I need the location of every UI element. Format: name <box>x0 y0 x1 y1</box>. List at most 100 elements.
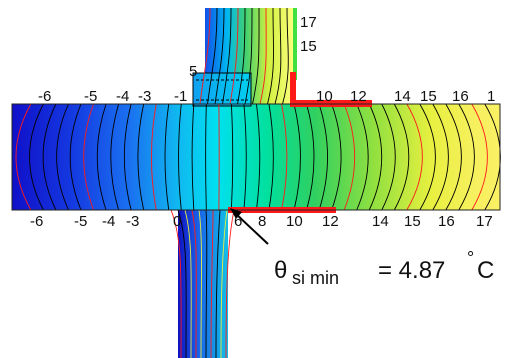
isotherm-line <box>268 103 274 211</box>
slab <box>12 104 500 210</box>
upper-wall-isotherms <box>199 7 289 105</box>
isotherm-line <box>214 7 225 105</box>
isotherm-line <box>151 103 157 211</box>
bottom-label: 6 <box>234 213 242 230</box>
isotherm-line <box>237 7 246 105</box>
isotherm-line <box>191 103 195 211</box>
isotherm-line <box>177 209 187 358</box>
top-temperature-labels: -6 -5 -4 -3 -1 10 12 14 15 16 1 <box>38 88 495 105</box>
isotherm-line <box>69 103 82 211</box>
bottom-temperature-labels: -6 -5 -4 -3 0 6 8 10 12 14 15 16 17 <box>30 213 493 230</box>
isotherm-line <box>458 103 475 211</box>
isotherm-line <box>306 103 315 211</box>
isotherm-line <box>368 103 383 211</box>
top-label: 1 <box>487 88 495 105</box>
pointer-arrowhead <box>230 208 242 219</box>
isotherm-line <box>83 103 94 211</box>
isotherm-line <box>432 103 449 211</box>
min-surface-temperature-formula: θ si min = 4.87 ° C <box>274 248 494 288</box>
formula-value: = 4.87 <box>378 257 445 284</box>
isotherm-line <box>406 103 423 211</box>
upper-wall-label-15: 15 <box>300 38 317 55</box>
isotherm-line <box>191 209 197 358</box>
bottom-label: 16 <box>438 213 455 230</box>
isotherm-line <box>215 209 221 358</box>
top-label: -1 <box>174 88 187 105</box>
bottom-label: -3 <box>126 213 139 230</box>
lower-wall-isotherms <box>170 209 235 358</box>
top-label: 10 <box>316 88 333 105</box>
top-label: -4 <box>116 88 129 105</box>
isotherm-line <box>419 103 436 211</box>
slab-warm-end <box>470 104 500 210</box>
isotherm-line <box>15 103 32 211</box>
isotherm-line <box>220 209 228 358</box>
isotherm-line <box>281 103 288 211</box>
isotherm-line <box>331 103 342 211</box>
isotherm-line <box>471 103 488 211</box>
isotherm-line <box>164 103 170 211</box>
bottom-label: -6 <box>30 213 43 230</box>
top-label: 12 <box>350 88 367 105</box>
isotherm-line <box>178 103 182 211</box>
isotherm-line <box>205 103 207 211</box>
bottom-label: 15 <box>404 213 421 230</box>
bottom-label: 12 <box>322 213 339 230</box>
formula-degree: ° <box>467 248 474 268</box>
top-label: 14 <box>394 88 411 105</box>
lower-wall <box>178 210 228 358</box>
isotherm-line <box>184 209 192 358</box>
isotherm-line <box>199 7 211 105</box>
slab-isotherms <box>15 103 501 211</box>
isotherm-line <box>110 103 120 211</box>
isotherm-line <box>198 209 202 358</box>
formula-subscript: si min <box>292 268 339 288</box>
isotherm-line <box>210 209 214 358</box>
isotherm-line <box>96 103 107 211</box>
bottom-label: -4 <box>102 213 115 230</box>
top-label: 16 <box>452 88 469 105</box>
isotherm-line <box>274 7 282 105</box>
isotherm-line <box>42 103 57 211</box>
isotherm-line <box>259 7 267 105</box>
isotherm-line <box>252 7 260 105</box>
isotherm-line <box>343 103 355 211</box>
isotherm-line <box>293 103 301 211</box>
isotherm-line <box>393 103 410 211</box>
formula-unit: C <box>477 257 494 284</box>
isotherm-line <box>243 103 247 211</box>
bottom-label: 8 <box>258 213 266 230</box>
pointer-arrow <box>235 213 269 245</box>
isotherm-line <box>282 7 289 105</box>
top-label: -5 <box>84 88 97 105</box>
isotherm-line <box>205 209 208 358</box>
isotherm-line <box>267 7 274 105</box>
bottom-label: 10 <box>286 213 303 230</box>
isotherm-line <box>318 103 328 211</box>
isotherm-line <box>123 103 132 211</box>
upper-wall-edge <box>293 8 297 80</box>
isotherm-line <box>170 209 182 358</box>
isotherm-line <box>445 103 462 211</box>
isotherm-line <box>29 103 44 211</box>
isotherm-line <box>230 103 234 211</box>
isotherm-line <box>56 103 69 211</box>
isotherm-line <box>356 103 369 211</box>
top-label: -6 <box>38 88 51 105</box>
bottom-label: 17 <box>476 213 493 230</box>
slab-outline <box>11 103 501 211</box>
upper-wall-label-17: 17 <box>300 14 317 31</box>
isotherm-line <box>229 7 239 105</box>
bottom-label: 0 <box>173 213 181 230</box>
isotherm-line <box>244 7 253 105</box>
isotherm-line <box>256 103 261 211</box>
bottom-label: -5 <box>74 213 87 230</box>
isotherm-line <box>222 7 232 105</box>
isotherm-line <box>207 7 218 105</box>
top-label: 15 <box>420 88 437 105</box>
isotherm-line <box>381 103 396 211</box>
top-label: -3 <box>138 88 151 105</box>
beam-label: 5 <box>189 63 197 80</box>
insulation-vertical <box>290 72 296 106</box>
